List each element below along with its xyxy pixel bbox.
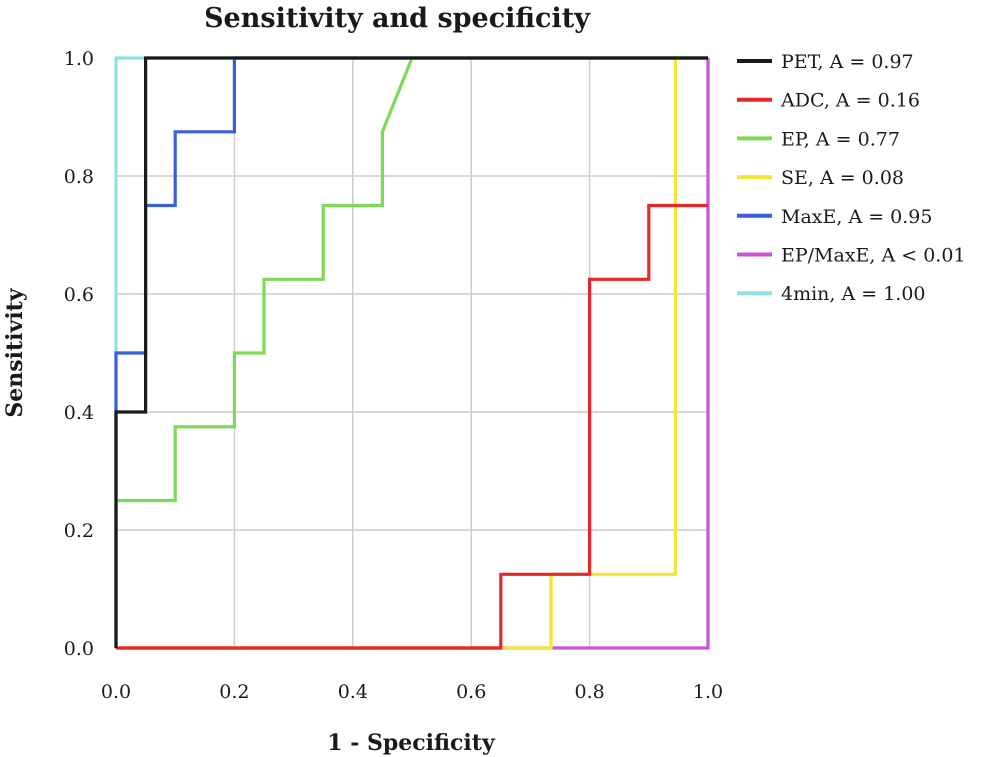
legend: PET, A = 0.97 ADC, A = 0.16 EP, A = 0.77 SE… bbox=[737, 51, 966, 305]
legend-item-5: EP/MaxE, A < 0.01 bbox=[737, 245, 966, 267]
y-tick-label: 0.6 bbox=[64, 284, 94, 306]
y-axis-label: Sensitivity bbox=[2, 287, 28, 417]
x-tick-label: 0.0 bbox=[101, 681, 131, 703]
legend-label: ADC, A = 0.16 bbox=[780, 90, 920, 112]
x-axis-label: 1 - Specificity bbox=[327, 730, 496, 756]
legend-label: 4min, A = 1.00 bbox=[781, 283, 926, 305]
y-tick-label: 0.0 bbox=[64, 638, 94, 660]
legend-item-2: EP, A = 0.77 bbox=[737, 128, 900, 150]
legend-item-4: MaxE, A = 0.95 bbox=[737, 206, 932, 228]
legend-label: EP/MaxE, A < 0.01 bbox=[781, 245, 966, 267]
x-tick-label: 0.2 bbox=[219, 681, 249, 703]
series-line-0 bbox=[114, 56, 708, 648]
y-tick-label: 0.8 bbox=[64, 166, 94, 188]
chart-title: Sensitivity and specificity bbox=[204, 3, 591, 34]
legend-label: MaxE, A = 0.95 bbox=[781, 206, 932, 228]
series-line-4 bbox=[114, 56, 708, 648]
series-layer bbox=[114, 56, 710, 650]
legend-label: PET, A = 0.97 bbox=[781, 51, 914, 73]
series-line-2 bbox=[114, 56, 708, 648]
x-tick-label: 0.8 bbox=[574, 681, 604, 703]
legend-item-0: PET, A = 0.97 bbox=[737, 51, 914, 73]
x-tick-labels: 0.0 0.2 0.4 0.6 0.8 1.0 bbox=[101, 681, 723, 703]
x-tick-label: 1.0 bbox=[693, 681, 723, 703]
series-line-3 bbox=[116, 56, 708, 650]
y-tick-label: 0.4 bbox=[64, 402, 94, 424]
legend-label: SE, A = 0.08 bbox=[781, 167, 904, 189]
legend-label: EP, A = 0.77 bbox=[781, 128, 900, 150]
plot-frame bbox=[115, 57, 709, 649]
series-line-5 bbox=[116, 58, 710, 650]
y-tick-label: 0.2 bbox=[64, 520, 94, 542]
y-tick-label: 1.0 bbox=[64, 48, 94, 70]
legend-item-6: 4min, A = 1.00 bbox=[737, 283, 926, 305]
legend-item-3: SE, A = 0.08 bbox=[737, 167, 904, 189]
x-tick-label: 0.6 bbox=[456, 681, 486, 703]
x-tick-label: 0.4 bbox=[338, 681, 368, 703]
y-tick-labels: 0.0 0.2 0.4 0.6 0.8 1.0 bbox=[64, 48, 94, 660]
series-line-1 bbox=[116, 203, 708, 650]
grid-lines bbox=[115, 57, 709, 649]
series-line-6 bbox=[114, 56, 708, 648]
legend-item-1: ADC, A = 0.16 bbox=[737, 90, 920, 112]
